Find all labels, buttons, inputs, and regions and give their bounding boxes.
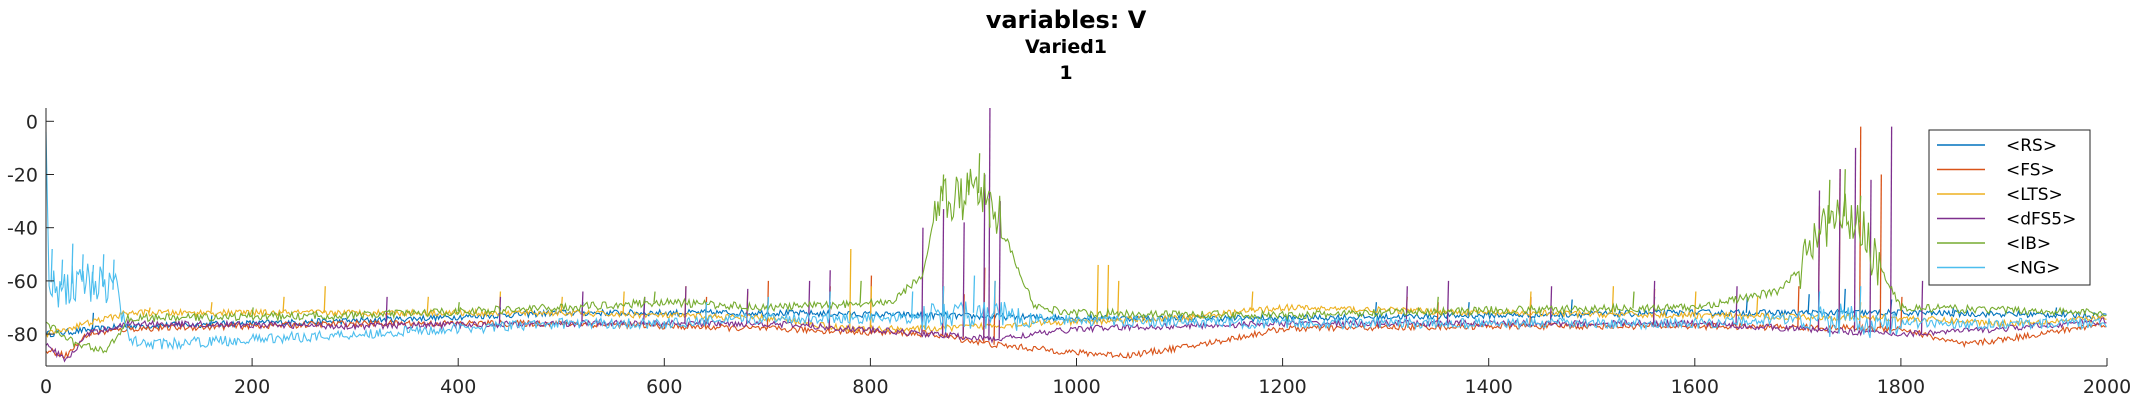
series-2-spike-20 <box>1755 296 1759 317</box>
series-3-spike-16 <box>1549 286 1553 324</box>
axes: 0 200 400 600 800 1000 1200 1400 1600 1800 2000 0 -2… <box>7 108 2131 398</box>
series-4-spike-7 <box>977 153 981 194</box>
legend: <RS> <FS> <LTS> <dFS5> <IB> <NG> <box>1928 129 2091 286</box>
series-2-spike-11 <box>869 286 873 329</box>
legend-label-2: <LTS> <box>2006 185 2063 205</box>
chart-subtitle: Varied1 <box>1025 36 1107 58</box>
y-tick-label-1: -20 <box>7 164 38 186</box>
series-5-spike-2 <box>71 243 74 284</box>
series-4-spike-12 <box>1843 169 1846 217</box>
series-3-spike-23 <box>1889 126 1893 334</box>
x-tick-label-7: 1400 <box>1465 376 1513 398</box>
series-5-spike-7 <box>704 302 708 322</box>
series-4-spike-4 <box>859 280 862 304</box>
series-5-spike-6 <box>112 259 115 290</box>
series-2-spike-2 <box>282 296 285 313</box>
series-1-spike-16 <box>1900 296 1903 329</box>
series-3-spike-17 <box>1652 280 1656 324</box>
series-4-spike-6 <box>967 179 970 192</box>
series-2-spike-1 <box>210 302 213 313</box>
legend-label-1: <FS> <box>2006 161 2055 181</box>
y-tick-label-0: 0 <box>26 111 38 133</box>
series-2-spike-12 <box>1096 264 1099 322</box>
series-3-spike-4 <box>684 286 687 324</box>
series-3-spike-15 <box>1446 280 1450 324</box>
series-2-spike-10 <box>849 248 852 329</box>
series-5-spike-0 <box>50 248 53 283</box>
x-tick-label-6: 1200 <box>1258 376 1306 398</box>
series-3-spike-21 <box>1853 147 1857 332</box>
series-5-spike-11 <box>941 286 945 317</box>
chart-title: variables: V <box>986 6 1147 34</box>
series-3-spike-20 <box>1838 169 1841 331</box>
series-0-spike-17 <box>1951 307 1955 314</box>
chart-subtitle-2: 1 <box>1059 62 1072 84</box>
series-0-spike-11 <box>1570 299 1573 315</box>
series-3-spike-24 <box>1920 280 1924 334</box>
series-5-spike-10 <box>910 291 914 319</box>
x-tick-label-9: 1800 <box>1877 376 1925 398</box>
legend-box <box>1928 129 2091 286</box>
plot-area <box>45 107 2107 363</box>
x-tick-label-4: 800 <box>852 376 888 398</box>
series-5-spike-15 <box>1859 286 1862 322</box>
series-3-spike-18 <box>1735 286 1738 326</box>
x-tick-label-5: 1000 <box>1052 376 1100 398</box>
series-5-spike-12 <box>972 275 976 313</box>
series-line-3 <box>45 317 2107 363</box>
series-line-0 <box>45 308 2107 338</box>
series-4-spike-1 <box>457 302 460 312</box>
series-0-spike-9 <box>1374 302 1378 317</box>
series-4-spike-2 <box>643 296 646 304</box>
series-5-spike-1 <box>60 259 64 286</box>
series-5-spike-8 <box>766 296 770 319</box>
y-tick-label-3: -60 <box>7 271 38 293</box>
series-line-5 <box>45 131 2107 351</box>
series-3-spike-8 <box>921 227 924 334</box>
series-3-spike-2 <box>581 291 584 324</box>
legend-label-3: <dFS5> <box>2006 210 2076 230</box>
series-2-spike-3 <box>323 286 326 313</box>
legend-label-5: <NG> <box>2006 259 2060 279</box>
series-5-spike-14 <box>1817 291 1821 320</box>
series-2-spike-7 <box>622 291 625 315</box>
series-line-4 <box>45 168 2107 354</box>
series-4-spike-3 <box>653 291 656 303</box>
x-tick-label-3: 600 <box>646 376 682 398</box>
series-1-spike-15 <box>1879 174 1882 329</box>
series-4-spike-5 <box>941 174 945 202</box>
series-2-spike-18 <box>1611 286 1615 315</box>
series-5-spike-5 <box>102 254 105 287</box>
series-4-spike-8 <box>988 198 991 228</box>
series-4-spike-10 <box>1632 291 1635 309</box>
series-4-spike-13 <box>1859 195 1862 223</box>
y-tick-label-2: -40 <box>7 218 38 240</box>
x-tick-label-0: 0 <box>40 376 52 398</box>
x-tick-label-10: 2000 <box>2083 376 2131 398</box>
legend-label-4: <IB> <box>2006 234 2051 254</box>
x-tick-label-2: 400 <box>440 376 476 398</box>
series-5-spike-13 <box>993 280 996 315</box>
series-3-spike-11 <box>983 174 986 339</box>
series-2-spike-19 <box>1694 291 1697 316</box>
series-4-spike-9 <box>1436 296 1439 312</box>
series-5-spike-4 <box>91 264 95 283</box>
x-tick-label-8: 1600 <box>1671 376 1719 398</box>
series-2-spike-0 <box>148 307 151 313</box>
series-2-spike-4 <box>426 296 429 313</box>
series-0-spike-15 <box>1843 288 1846 313</box>
series-1-spike-11 <box>1797 286 1800 328</box>
x-tick-label-1: 200 <box>234 376 270 398</box>
series-4-spike-11 <box>1828 179 1831 224</box>
series-4-spike-0 <box>251 307 254 317</box>
series-5-spike-9 <box>828 291 831 319</box>
series-5-spike-3 <box>81 254 84 282</box>
series-0-spike-14 <box>1807 294 1810 313</box>
series-2-spike-15 <box>1251 291 1254 311</box>
series-3-spike-14 <box>1405 286 1408 324</box>
y-tick-label-4: -80 <box>7 324 38 346</box>
legend-label-0: <RS> <box>2006 136 2057 156</box>
